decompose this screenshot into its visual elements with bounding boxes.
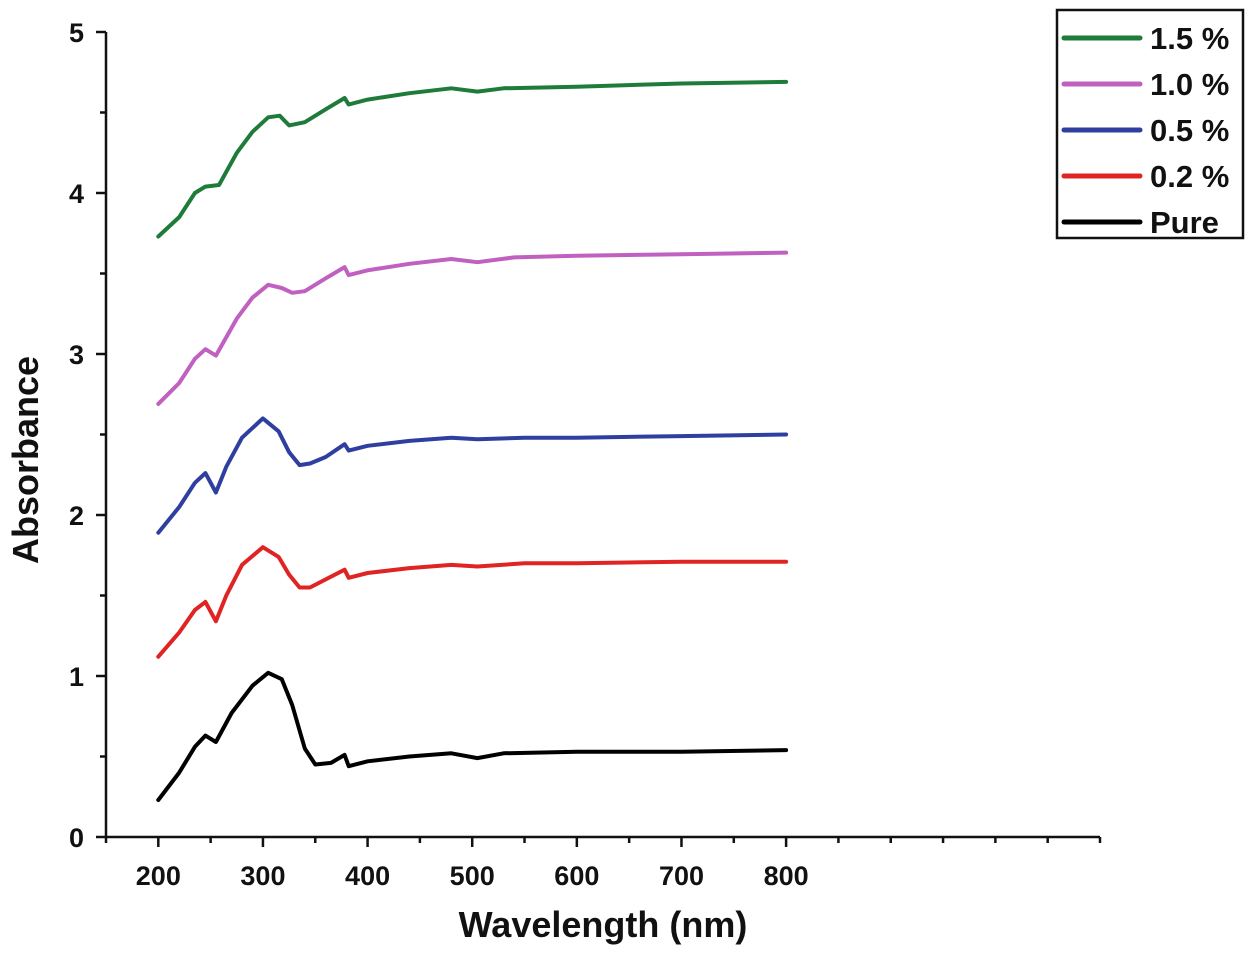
x-tick-label: 500: [450, 861, 495, 891]
x-tick-label: 400: [345, 861, 390, 891]
y-axis-title: Absorbance: [5, 356, 46, 564]
y-tick-label: 5: [69, 18, 84, 48]
legend-label: 0.5 %: [1150, 113, 1229, 148]
series-line-0-5: [156, 416, 789, 535]
y-tick-label: 2: [69, 501, 84, 531]
x-tick-label: 600: [554, 861, 599, 891]
y-tick-label: 4: [69, 179, 84, 209]
x-tick-label: 800: [764, 861, 809, 891]
x-tick-label: 700: [659, 861, 704, 891]
axes: [104, 32, 1100, 839]
legend-label: 1.5 %: [1150, 21, 1229, 56]
y-tick-label: 1: [69, 662, 84, 692]
x-tick-label: 200: [136, 861, 181, 891]
series-line-1-0: [156, 250, 789, 406]
y-ticks: 0 1 2 3 4 5: [69, 18, 106, 853]
legend-label: Pure: [1150, 205, 1219, 240]
legend-box: [1055, 8, 1245, 240]
series-line-0-2: [156, 545, 789, 659]
series-line-pure: [156, 670, 789, 802]
y-tick-label: 0: [69, 823, 84, 853]
legend-label: 0.2 %: [1150, 159, 1229, 194]
x-ticks: 200 300 400 500 600 700 800: [104, 837, 1102, 891]
legend-label: 1.0 %: [1150, 67, 1229, 102]
series-line-1-5: [156, 79, 789, 239]
x-tick-label: 300: [240, 861, 285, 891]
legend-items: 1.5 % 1.0 % 0.5 % 0.2 % Pure: [1061, 21, 1229, 240]
x-axis-title: Wavelength (nm): [459, 904, 748, 945]
y-tick-label: 3: [69, 340, 84, 370]
series-lines: [156, 79, 789, 802]
legend: 1.5 % 1.0 % 0.5 % 0.2 % Pure: [1055, 8, 1245, 240]
